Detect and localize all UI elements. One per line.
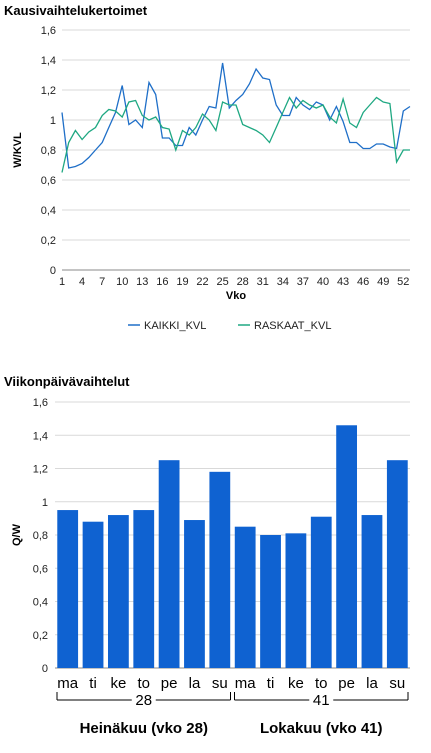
x-tick-label: 46 xyxy=(357,276,369,288)
bar xyxy=(234,526,256,668)
group-label: Heinäkuu (vko 28) xyxy=(80,720,208,737)
bar xyxy=(184,520,205,668)
y-tick-label: 0,6 xyxy=(41,175,56,187)
x-tick-label: 28 xyxy=(237,276,249,288)
category-label: to xyxy=(137,675,150,692)
category-label: pe xyxy=(161,675,178,692)
category-label: ti xyxy=(89,675,97,692)
category-label: su xyxy=(212,675,228,692)
category-label: ti xyxy=(267,675,275,692)
x-tick-label: 43 xyxy=(337,276,349,288)
bar xyxy=(285,533,307,668)
y-tick-label: 0,6 xyxy=(33,563,48,575)
x-tick-label: 49 xyxy=(377,276,389,288)
y-tick-label: 1,6 xyxy=(33,397,48,409)
y-axis-label: W/KVL xyxy=(12,132,24,168)
y-axis-label: Q/W xyxy=(11,523,23,546)
x-tick-label: 19 xyxy=(176,276,188,288)
y-tick-label: 1,2 xyxy=(33,464,48,476)
y-tick-label: 1 xyxy=(42,497,48,509)
category-label: pe xyxy=(338,675,355,692)
y-tick-label: 1,4 xyxy=(33,430,48,442)
x-tick-label: 1 xyxy=(59,276,65,288)
category-label: to xyxy=(315,675,328,692)
category-label: la xyxy=(189,675,201,692)
y-tick-label: 0,2 xyxy=(41,235,56,247)
x-tick-label: 25 xyxy=(216,276,228,288)
x-tick-label: 10 xyxy=(116,276,128,288)
y-tick-label: 1,6 xyxy=(41,25,56,37)
y-tick-label: 1,4 xyxy=(41,55,56,67)
legend-label: RASKAAT_KVL xyxy=(254,320,331,332)
x-axis-label: Vko xyxy=(226,290,246,302)
y-tick-label: 1 xyxy=(50,115,56,127)
bar xyxy=(310,516,332,668)
bar xyxy=(209,471,231,668)
y-tick-label: 0,8 xyxy=(33,530,48,542)
bar xyxy=(82,521,104,668)
x-tick-label: 13 xyxy=(136,276,148,288)
bar xyxy=(361,515,383,668)
y-tick-label: 0,4 xyxy=(41,205,56,217)
x-tick-label: 7 xyxy=(99,276,105,288)
bar xyxy=(336,425,358,668)
y-tick-label: 0,2 xyxy=(33,630,48,642)
group-label: Lokakuu (vko 41) xyxy=(260,720,383,737)
category-label: ke xyxy=(110,675,126,692)
bar-chart-title: Viikonpäivävaihtelut xyxy=(4,374,130,389)
y-tick-label: 0 xyxy=(50,265,56,277)
bar xyxy=(260,535,281,668)
category-label: su xyxy=(389,675,405,692)
series-line xyxy=(61,62,411,169)
line-chart-title: Kausivaihtelukertoimet xyxy=(4,3,148,18)
category-label: ma xyxy=(57,675,78,692)
legend-label: KAIKKI_KVL xyxy=(144,320,206,332)
x-tick-label: 40 xyxy=(317,276,329,288)
bar xyxy=(158,460,180,668)
x-tick-label: 31 xyxy=(257,276,269,288)
x-tick-label: 4 xyxy=(79,276,85,288)
x-tick-label: 37 xyxy=(297,276,309,288)
series-line xyxy=(61,96,410,173)
category-label: ke xyxy=(288,675,304,692)
category-label: ma xyxy=(235,675,256,692)
x-tick-label: 16 xyxy=(156,276,168,288)
bar xyxy=(107,515,129,668)
y-tick-label: 0,4 xyxy=(33,597,48,609)
x-tick-label: 34 xyxy=(277,276,289,288)
line-chart: 0 0,2 0,4 0,6 0,8 1 1,2 1,4 1,6 1 4 7 10 13 16 19 22 25 28… xyxy=(12,25,411,332)
category-label: la xyxy=(366,675,378,692)
x-tick-label: 22 xyxy=(196,276,208,288)
y-tick-label: 0 xyxy=(42,663,48,675)
bar xyxy=(386,460,408,668)
x-tick-label: 52 xyxy=(397,276,409,288)
y-tick-label: 0,8 xyxy=(41,145,56,157)
bar xyxy=(57,510,79,668)
week-label: 28 xyxy=(135,692,152,709)
y-tick-label: 1,2 xyxy=(41,85,56,97)
week-label: 41 xyxy=(313,692,330,709)
bar xyxy=(133,510,155,668)
